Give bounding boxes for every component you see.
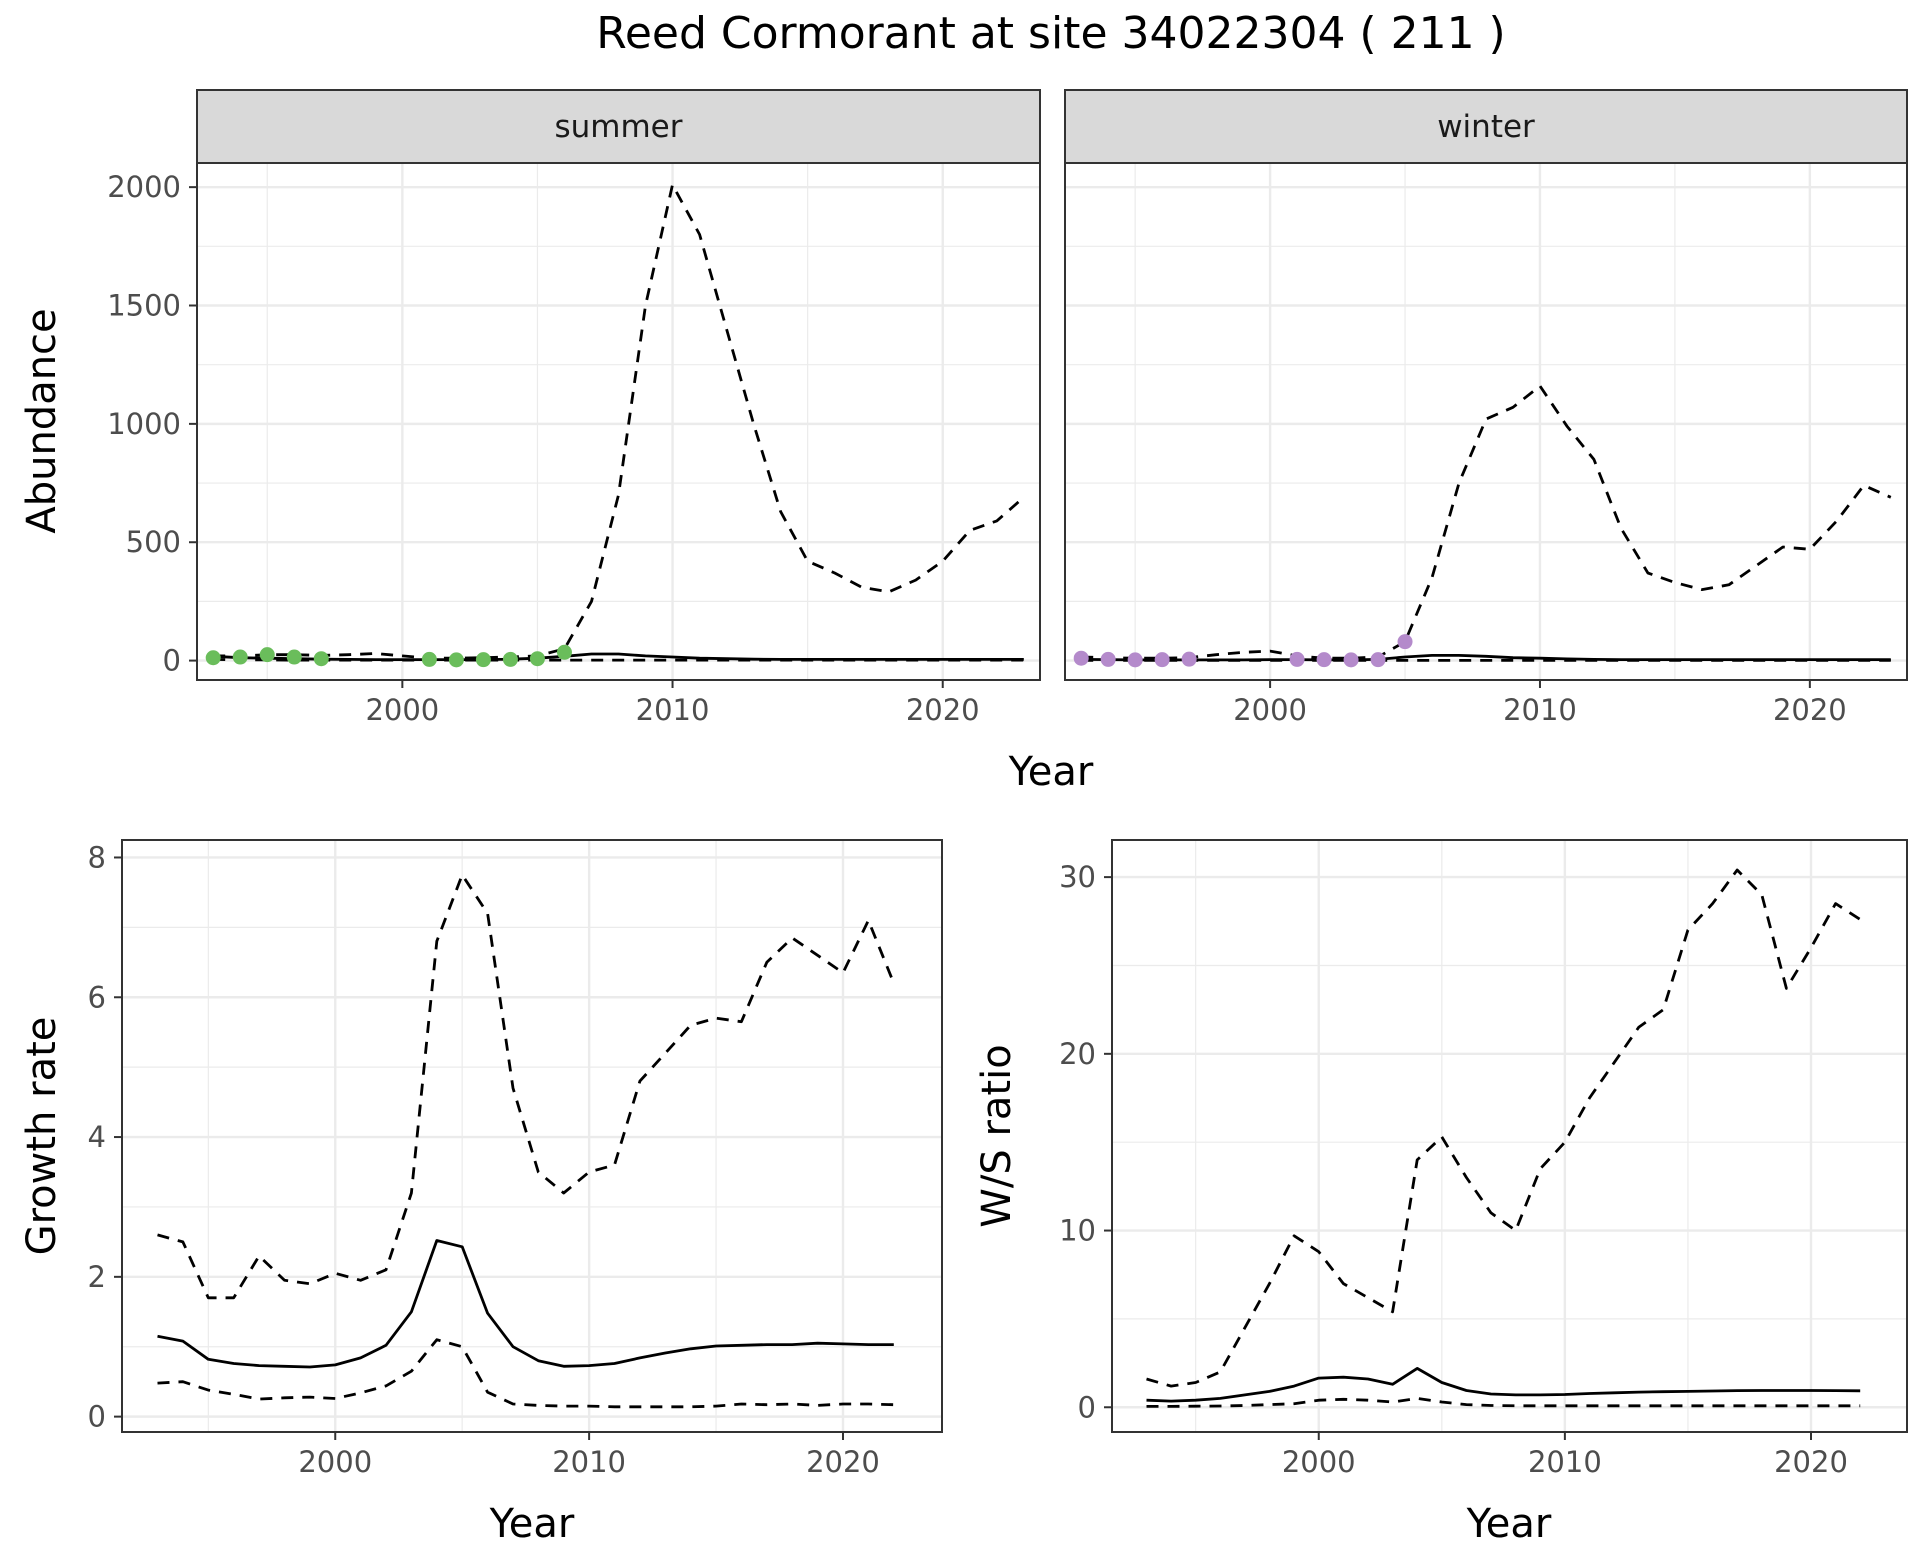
- series-line-mean: [1146, 1367, 1861, 1403]
- data-point: [1370, 652, 1386, 668]
- y-tick-label: 1500: [107, 289, 181, 323]
- abundance-panel-summer: 2000 2010 2020 0 500 1000 1500 2000: [107, 162, 1041, 727]
- data-point: [313, 651, 329, 667]
- y-tick-label: 0: [88, 1400, 106, 1434]
- facet-strip-label: summer: [554, 109, 682, 145]
- y-tick-label: 4: [88, 1120, 106, 1154]
- x-tick-label: 2020: [1773, 693, 1847, 727]
- y-tick-label: 10: [1059, 1214, 1096, 1248]
- panel-border: [1064, 162, 1908, 681]
- data-point: [421, 651, 437, 667]
- y-tick-label: 2000: [107, 170, 181, 204]
- panel-border: [1111, 839, 1908, 1433]
- y-tick-label: 30: [1059, 860, 1096, 894]
- figure-title: Reed Cormorant at site 34022304 ( 211 ): [596, 8, 1505, 59]
- series-line-upper: [213, 183, 1025, 660]
- y-tick-label: 2: [88, 1260, 106, 1294]
- series-line-lower: [157, 1338, 894, 1409]
- data-point: [1100, 651, 1116, 667]
- data-point: [286, 649, 302, 665]
- x-tick-label: 2000: [365, 693, 439, 727]
- x-tick-label: 2010: [636, 693, 710, 727]
- x-tick-label: 2010: [552, 1445, 626, 1479]
- x-tick-label: 2010: [1528, 1445, 1602, 1479]
- series-line-upper: [1146, 868, 1861, 1388]
- y-tick-label: 8: [88, 840, 106, 874]
- ratio-y-axis-title: W/S ratio: [974, 1044, 1020, 1227]
- series-line-lower: [213, 658, 1024, 662]
- growth-panel: 2000 2010 2020 0 2 4 6 8: [88, 839, 943, 1479]
- growth-y-axis-title: Growth rate: [19, 1017, 65, 1256]
- data-point: [529, 651, 545, 667]
- data-point: [1181, 651, 1197, 667]
- y-tick-label: 20: [1059, 1037, 1096, 1071]
- abundance-panel-winter: 2000 2010 2020: [1064, 162, 1908, 727]
- x-tick-label: 2020: [1774, 1445, 1848, 1479]
- y-tick-label: 1000: [107, 407, 181, 441]
- series-line-lower: [1146, 1397, 1861, 1408]
- y-tick-label: 0: [163, 644, 181, 678]
- data-point: [475, 652, 491, 668]
- data-point: [502, 651, 518, 667]
- data-point: [1316, 652, 1332, 668]
- data-point: [1289, 651, 1305, 667]
- data-point: [1127, 652, 1143, 668]
- y-tick-label: 0: [1078, 1390, 1096, 1424]
- data-point: [556, 644, 572, 660]
- facet-strip-label: winter: [1437, 109, 1535, 145]
- ratio-x-axis-title: Year: [1466, 1501, 1552, 1547]
- data-point: [448, 652, 464, 668]
- panel-border: [121, 839, 943, 1433]
- x-tick-label: 2000: [298, 1445, 372, 1479]
- abundance-x-axis-title: Year: [1008, 749, 1094, 795]
- series-line-upper: [157, 873, 896, 1300]
- facet-strip: [196, 89, 1041, 164]
- ratio-panel: 2000 2010 2020 0 10 20 30: [1059, 839, 1908, 1479]
- data-point: [1397, 634, 1413, 650]
- x-tick-label: 2000: [1233, 693, 1307, 727]
- x-tick-label: 2020: [806, 1445, 880, 1479]
- data-point: [1154, 652, 1170, 668]
- series-line-mean: [157, 1239, 894, 1369]
- abundance-y-axis-title: Abundance: [19, 308, 65, 533]
- panel-border: [196, 162, 1041, 681]
- data-point: [1073, 650, 1089, 666]
- x-tick-label: 2010: [1503, 693, 1577, 727]
- data-point: [1343, 652, 1359, 668]
- x-tick-label: 2020: [906, 693, 980, 727]
- growth-x-axis-title: Year: [489, 1501, 575, 1547]
- data-point: [259, 647, 275, 663]
- data-point: [232, 649, 248, 665]
- x-tick-label: 2000: [1282, 1445, 1356, 1479]
- y-tick-label: 6: [88, 980, 106, 1014]
- y-tick-label: 500: [126, 525, 181, 559]
- series-line-upper: [1081, 384, 1892, 660]
- data-point: [205, 650, 221, 666]
- facet-strip: [1064, 89, 1908, 164]
